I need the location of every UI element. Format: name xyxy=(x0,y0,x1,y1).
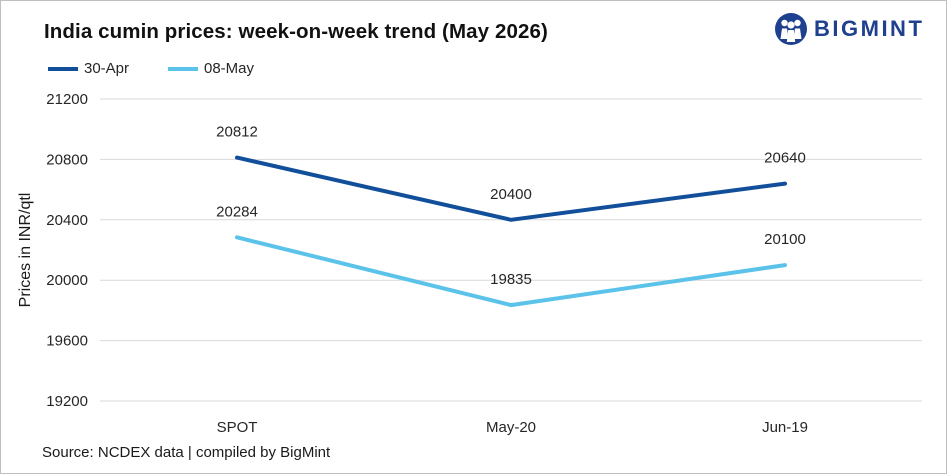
x-tick-label: Jun-19 xyxy=(762,419,808,436)
logo-text: BIGMINT xyxy=(814,16,925,41)
y-tick-label: 21200 xyxy=(46,91,88,108)
data-label: 20100 xyxy=(764,231,806,248)
y-tick-label: 20800 xyxy=(46,151,88,168)
y-tick-label: 19200 xyxy=(46,393,88,410)
series-line-30-apr xyxy=(235,155,787,222)
bigmint-logo: BIGMINT xyxy=(774,12,939,46)
legend-swatch-30-apr xyxy=(48,67,78,71)
legend-label-08-may: 08-May xyxy=(204,60,255,77)
series-line-08-may xyxy=(235,235,787,308)
data-label: 20284 xyxy=(216,203,258,220)
legend-swatch-08-may xyxy=(168,67,198,71)
y-tick-label: 20000 xyxy=(46,272,88,289)
data-label: 20640 xyxy=(764,150,806,167)
y-axis-label: Prices in INR/qtl xyxy=(17,193,34,308)
legend-label-30-apr: 30-Apr xyxy=(84,60,130,77)
data-label: 20812 xyxy=(216,124,258,141)
people-icon xyxy=(775,13,807,45)
x-tick-label: May-20 xyxy=(486,419,536,436)
chart-title: India cumin prices: week-on-week trend (… xyxy=(44,20,548,43)
x-tick-label: SPOT xyxy=(217,419,258,436)
y-tick-label: 20400 xyxy=(46,212,88,229)
data-label: 19835 xyxy=(490,271,532,288)
data-label: 20400 xyxy=(490,186,532,203)
y-tick-label: 19600 xyxy=(46,333,88,350)
source-note: Source: NCDEX data | compiled by BigMint xyxy=(42,444,331,461)
